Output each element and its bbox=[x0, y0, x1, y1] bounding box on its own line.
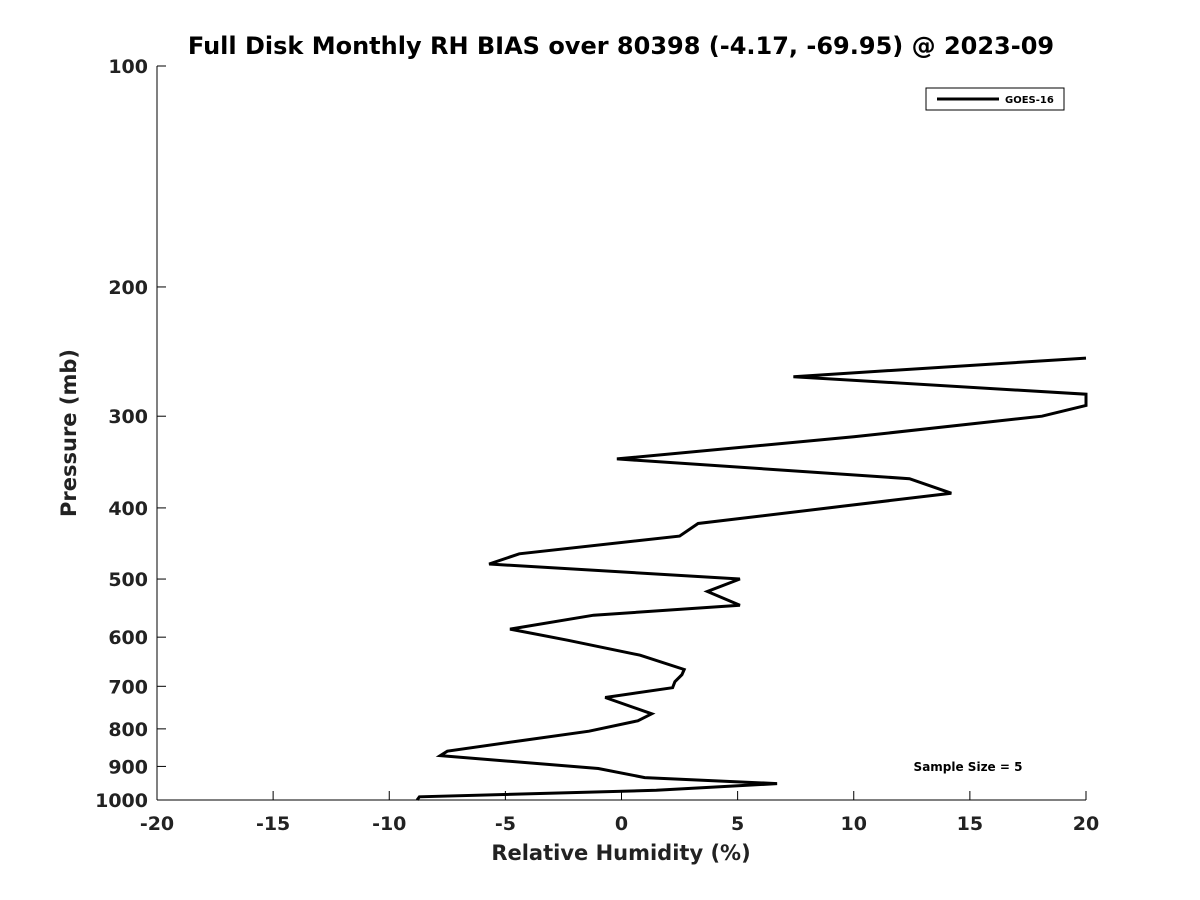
x-tick-label: -5 bbox=[495, 813, 516, 835]
x-axis-label: Relative Humidity (%) bbox=[491, 841, 750, 865]
series-line-goes-16 bbox=[415, 356, 1088, 801]
y-tick-label: 1000 bbox=[95, 790, 148, 812]
x-ticks: -20 -15 -10 -5 0 5 10 15 20 bbox=[140, 791, 1099, 835]
legend-label-goes-16: GOES-16 bbox=[1005, 95, 1054, 106]
x-tick-label: 15 bbox=[957, 813, 983, 835]
legend: GOES-16 bbox=[925, 87, 1065, 111]
y-tick-label: 500 bbox=[108, 569, 148, 591]
x-tick-label: -20 bbox=[140, 813, 174, 835]
y-tick-label: 900 bbox=[108, 756, 148, 778]
y-tick-label: 200 bbox=[108, 277, 148, 299]
y-ticks: 100 200 300 400 500 600 700 800 900 1000 bbox=[95, 56, 166, 812]
y-tick-label: 800 bbox=[108, 719, 148, 741]
y-tick-label: 100 bbox=[108, 56, 148, 78]
y-axis-label: Pressure (mb) bbox=[57, 349, 81, 517]
x-tick-label: 5 bbox=[731, 813, 744, 835]
chart-title: Full Disk Monthly RH BIAS over 80398 (-4… bbox=[188, 32, 1054, 60]
x-tick-label: 20 bbox=[1073, 813, 1099, 835]
y-tick-label: 700 bbox=[108, 676, 148, 698]
x-tick-label: 10 bbox=[841, 813, 867, 835]
x-tick-label: -10 bbox=[372, 813, 406, 835]
y-tick-label: 600 bbox=[108, 627, 148, 649]
y-tick-label: 300 bbox=[108, 406, 148, 428]
x-tick-label: 0 bbox=[615, 813, 628, 835]
series-layer bbox=[415, 356, 1088, 801]
x-tick-label: -15 bbox=[256, 813, 290, 835]
sample-size-annotation: Sample Size = 5 bbox=[914, 760, 1023, 774]
y-tick-label: 400 bbox=[108, 498, 148, 520]
